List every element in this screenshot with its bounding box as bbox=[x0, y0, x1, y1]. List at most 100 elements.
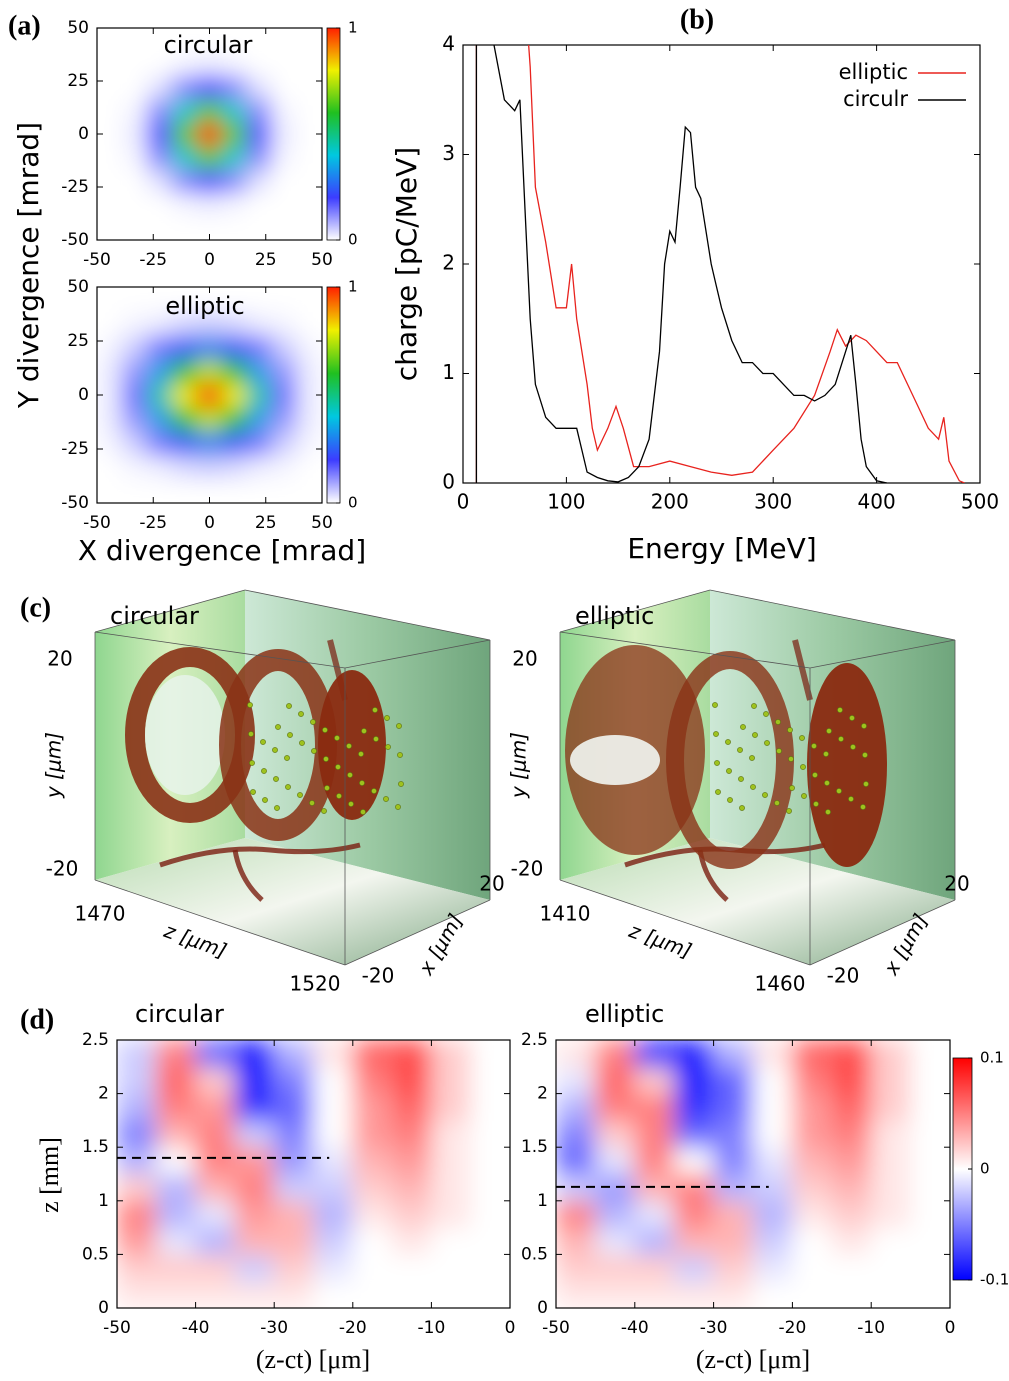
heatmap-cell bbox=[171, 454, 198, 480]
heatmap-cell bbox=[195, 1040, 236, 1068]
box-edge bbox=[94, 589, 246, 633]
heatmap-cell bbox=[171, 310, 198, 336]
y-tick-label: 1.5 bbox=[82, 1137, 109, 1157]
box-edge bbox=[809, 639, 956, 669]
heatmap-cell bbox=[470, 1093, 510, 1121]
particle bbox=[347, 772, 353, 778]
heatmap-cell bbox=[155, 1040, 197, 1068]
heatmap-cell bbox=[246, 145, 273, 170]
heatmap-cell bbox=[713, 1119, 754, 1148]
heatmap-cell bbox=[910, 1173, 950, 1202]
x-tick-label: -50 bbox=[542, 1318, 570, 1338]
heatmap-cell bbox=[117, 1200, 157, 1229]
heatmap-cell bbox=[155, 1093, 197, 1121]
heatmap-cell bbox=[221, 310, 248, 336]
heatmap-cell bbox=[470, 1280, 510, 1308]
particle bbox=[336, 793, 342, 799]
z-axis-label: z [μm] bbox=[625, 918, 695, 963]
heatmap-cell bbox=[556, 1093, 596, 1121]
heatmap-cell bbox=[121, 145, 148, 170]
heatmap-cell bbox=[121, 168, 148, 194]
heatmap-cell bbox=[246, 192, 273, 217]
heatmap-cell bbox=[634, 1200, 675, 1229]
heatmap-cell bbox=[146, 98, 173, 123]
particle bbox=[260, 739, 266, 745]
heatmap-cell bbox=[673, 1093, 715, 1121]
bubble bbox=[145, 675, 225, 795]
heatmap-cell bbox=[171, 145, 198, 170]
box-edge bbox=[244, 589, 491, 641]
y-tick-label: 1 bbox=[442, 360, 455, 384]
z-tick-label: 1470 bbox=[75, 902, 126, 926]
heatmap-cell bbox=[634, 1253, 675, 1282]
particle bbox=[285, 784, 291, 790]
heatmap-cell bbox=[313, 1253, 354, 1282]
heatmap-cell bbox=[246, 74, 273, 100]
heatmap-cell bbox=[234, 1253, 275, 1282]
particle bbox=[764, 740, 770, 746]
heatmap-cell bbox=[221, 358, 248, 384]
heatmap-cell bbox=[831, 1066, 872, 1095]
heatmap-cell bbox=[221, 215, 248, 240]
heatmap-cell bbox=[121, 358, 148, 384]
heatmap-cell bbox=[146, 406, 173, 432]
heatmap-cell bbox=[791, 1227, 833, 1255]
heatmap-cell bbox=[313, 1040, 354, 1068]
particle bbox=[715, 789, 721, 795]
heatmap-cell bbox=[752, 1253, 793, 1282]
heatmap-cell bbox=[221, 168, 248, 194]
particle bbox=[322, 727, 328, 733]
heatmap-cell bbox=[273, 1066, 314, 1095]
colorbar-tick-label: 1 bbox=[348, 19, 358, 37]
heatmap-cell bbox=[271, 287, 298, 312]
heatmap-cell bbox=[273, 1093, 314, 1121]
heatmap-clip bbox=[556, 1040, 950, 1308]
y-axis-label: y [μm] bbox=[42, 732, 66, 799]
y-tick-label: 2 bbox=[98, 1084, 109, 1104]
heatmap-cell bbox=[271, 192, 298, 217]
heatmap-cell bbox=[121, 287, 148, 312]
heatmap-cell bbox=[673, 1146, 715, 1175]
heatmap-cell bbox=[752, 1093, 793, 1121]
particle bbox=[726, 768, 732, 774]
heatmap-cell bbox=[296, 145, 322, 170]
heatmap-cell bbox=[146, 51, 173, 76]
particle bbox=[284, 755, 290, 761]
particle bbox=[372, 707, 378, 713]
heatmap-cell bbox=[171, 478, 198, 503]
chart-title: circular bbox=[135, 1000, 224, 1028]
heatmap-cell bbox=[146, 287, 173, 312]
heatmap-cell bbox=[556, 1253, 596, 1282]
heatmap-cell bbox=[195, 1173, 236, 1202]
heatmap-cell bbox=[273, 1146, 314, 1175]
x-tick-label: 20 bbox=[944, 872, 969, 896]
x-tick-label: 0 bbox=[204, 513, 215, 533]
heatmap-cell bbox=[870, 1280, 912, 1308]
heatmap-cell bbox=[752, 1040, 793, 1068]
heatmap-cell bbox=[870, 1040, 912, 1068]
heatmap-cell bbox=[234, 1280, 275, 1308]
heatmap-cell bbox=[171, 74, 198, 100]
y-axis-label: y [μm] bbox=[507, 732, 531, 799]
heatmap-cell bbox=[271, 74, 298, 100]
heatmap-cell bbox=[470, 1173, 510, 1202]
heatmap-cell bbox=[97, 478, 123, 503]
heatmap-cell bbox=[271, 51, 298, 76]
particle bbox=[861, 723, 867, 729]
particle bbox=[751, 703, 757, 709]
heatmap-cell bbox=[221, 28, 248, 53]
heatmap-cell bbox=[97, 215, 123, 240]
heatmap-cell bbox=[155, 1066, 197, 1095]
heatmap-cell bbox=[430, 1227, 472, 1255]
particle bbox=[398, 781, 404, 787]
panel-label: (d) bbox=[20, 1004, 54, 1035]
heatmap-cell bbox=[171, 28, 198, 53]
particle bbox=[837, 707, 843, 713]
y-tick-label: 0.5 bbox=[521, 1244, 548, 1264]
particle bbox=[321, 808, 327, 814]
heatmap-cell bbox=[246, 406, 273, 432]
colorbar-tick-label: 0 bbox=[980, 1160, 990, 1178]
heatmap-cell bbox=[155, 1173, 197, 1202]
x-tick-label: 20 bbox=[479, 872, 504, 896]
heatmap-cell bbox=[146, 74, 173, 100]
